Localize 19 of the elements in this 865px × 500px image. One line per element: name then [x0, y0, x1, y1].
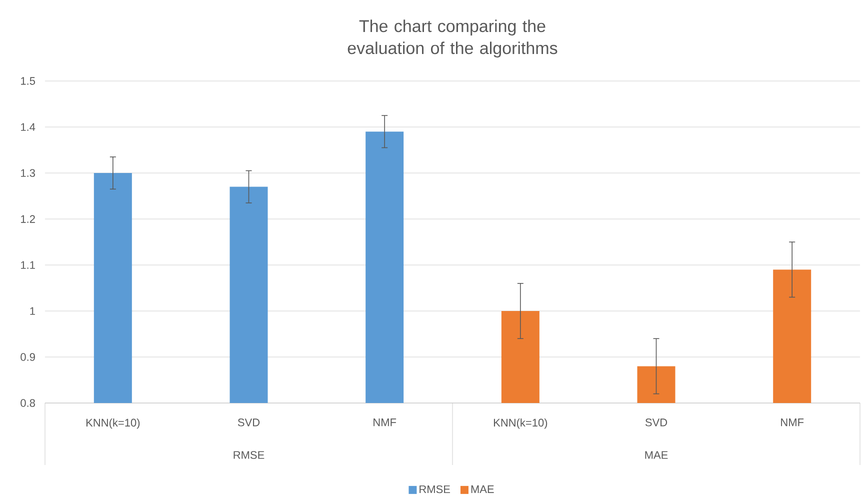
x-tick-label: NMF [781, 418, 804, 426]
y-tick-label: 0.9 [20, 353, 35, 361]
x-tick-label: SVD [238, 418, 260, 426]
x-tick-label: SVD [645, 418, 668, 426]
y-tick-label: 1.4 [21, 123, 36, 131]
x-tick-label: KNN(k=10) [86, 418, 140, 429]
x-tick-label: KNN(k=10) [494, 418, 548, 429]
chart-title: The chart comparing the evaluation of the algorithms [348, 20, 558, 58]
y-tick-label: 1.5 [21, 77, 36, 85]
legend-label: RMSE [420, 485, 450, 494]
text: MAE [645, 451, 668, 459]
y-tick-label: 1.3 [21, 169, 36, 177]
y-tick-label: 1 [30, 307, 35, 315]
y-tick-label: 1.1 [21, 261, 35, 269]
y-tick-label: 1.2 [21, 215, 35, 223]
text: RMSE [234, 451, 264, 459]
legend-label: MAE [471, 485, 494, 493]
x-tick-label: NMF [374, 418, 396, 426]
y-tick-label: 0.8 [20, 399, 36, 407]
